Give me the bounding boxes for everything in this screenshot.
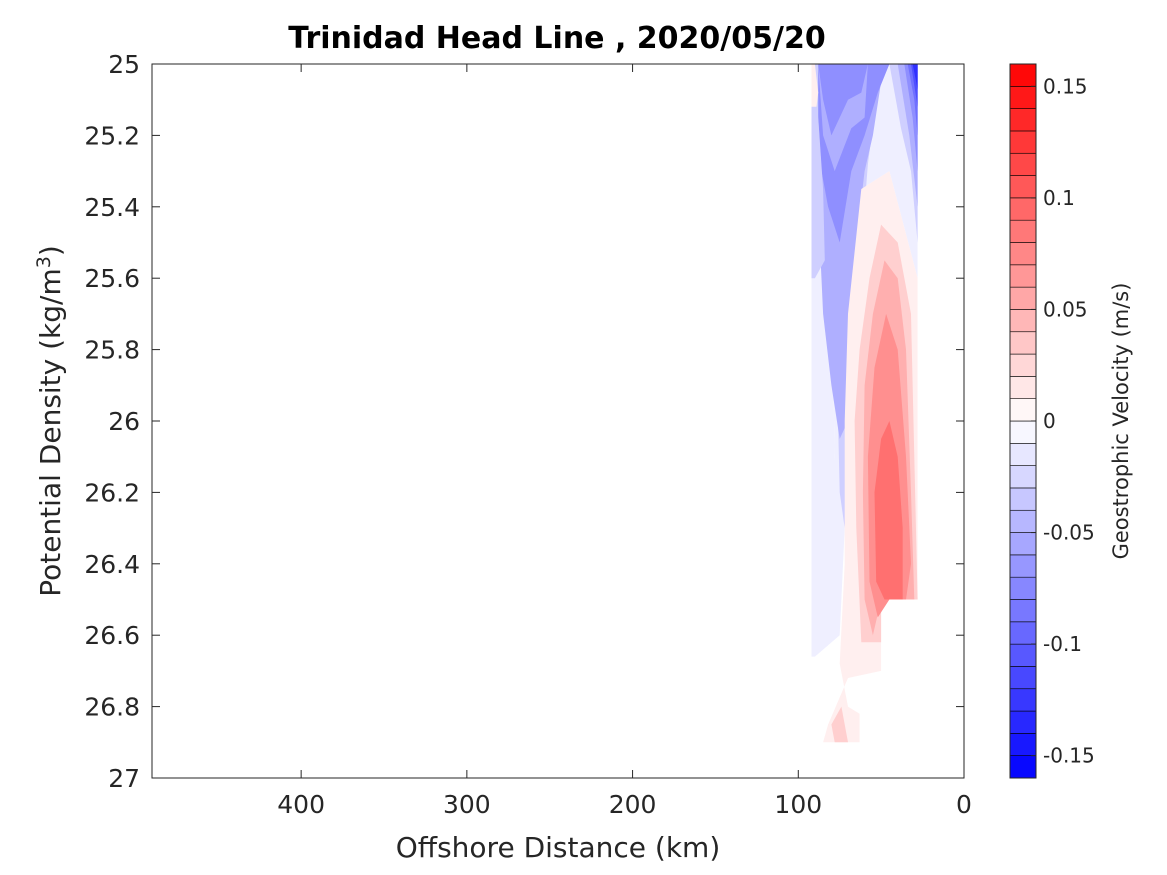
y-tick-label: 25 xyxy=(108,50,140,79)
y-axis-label-main: Potential Density (kg/m xyxy=(34,268,67,597)
y-tick-label: 26 xyxy=(108,407,140,436)
y-tick-label: 27 xyxy=(108,764,140,793)
colorbar-tick-label: -0.15 xyxy=(1043,744,1095,768)
y-tick-label: 25.8 xyxy=(84,336,140,365)
colorbar-label: Geostrophic Velocity (m/s) xyxy=(1109,283,1133,560)
x-axis-label: Offshore Distance (km) xyxy=(396,831,721,864)
colorbar-band xyxy=(1009,576,1037,600)
colorbar-band xyxy=(1009,309,1037,333)
colorbar-tick-label: 0 xyxy=(1043,409,1056,433)
y-tick-label: 26.2 xyxy=(84,478,140,507)
x-tick-label: 0 xyxy=(956,790,972,819)
colorbar-tick-label: 0.15 xyxy=(1043,74,1088,98)
colorbar-band xyxy=(1009,443,1037,466)
colorbar-band xyxy=(1009,420,1037,444)
y-tick-label: 26.4 xyxy=(84,550,140,579)
x-tick-label: 300 xyxy=(443,790,491,819)
colorbar-band xyxy=(1009,733,1037,756)
contour-region-blue-mid-3 xyxy=(818,64,868,136)
y-tick-label: 25.2 xyxy=(84,121,140,150)
colorbar-band xyxy=(1009,86,1037,109)
colorbar-band xyxy=(1009,331,1037,355)
y-tick-label: 26.6 xyxy=(84,621,140,650)
colorbar-band xyxy=(1009,63,1037,87)
x-tick-label: 100 xyxy=(774,790,822,819)
colorbar: 0.15 0.1 0.05 0 -0.05 -0.1 -0.15 xyxy=(1009,63,1095,779)
y-tick-label: 25.4 xyxy=(84,193,140,222)
colorbar-band xyxy=(1009,108,1037,132)
chart-title: Trinidad Head Line , 2020/05/20 xyxy=(288,21,825,56)
colorbar-ticks: 0.15 0.1 0.05 0 -0.05 -0.1 -0.15 xyxy=(1031,74,1095,768)
contour-region-red-corner xyxy=(811,64,819,107)
contour-region-red-bottom-1 xyxy=(831,706,848,743)
x-tick-label: 200 xyxy=(609,790,657,819)
colorbar-band xyxy=(1009,710,1037,734)
colorbar-band xyxy=(1009,353,1037,377)
colorbar-band xyxy=(1009,286,1037,310)
colorbar-tick-label: 0.05 xyxy=(1043,297,1088,321)
x-ticks: 400 300 200 100 0 xyxy=(277,64,972,819)
colorbar-band xyxy=(1009,465,1037,489)
colorbar-tick-label: -0.05 xyxy=(1043,521,1095,545)
colorbar-tick-label: -0.1 xyxy=(1043,632,1082,656)
colorbar-band xyxy=(1009,376,1037,399)
colorbar-band xyxy=(1009,509,1037,533)
colorbar-band xyxy=(1009,755,1037,779)
colorbar-band xyxy=(1009,532,1037,556)
contour-region-blue-coast-6 xyxy=(912,64,918,89)
colorbar-tick-label: 0.1 xyxy=(1043,186,1075,210)
colorbar-band xyxy=(1009,242,1037,266)
colorbar-band xyxy=(1009,666,1037,690)
colorbar-band xyxy=(1009,264,1037,288)
y-ticks: 25 25.2 25.4 25.6 25.8 26 26.2 26.4 26.6 26.8 27 xyxy=(84,50,964,793)
colorbar-band xyxy=(1009,175,1037,199)
colorbar-band xyxy=(1009,219,1037,243)
plot-area: 400 300 200 100 0 25 25.2 25.4 25.6 25.8 26 26.2 26… xyxy=(84,50,972,819)
colorbar-band xyxy=(1009,487,1037,511)
colorbar-band xyxy=(1009,554,1037,578)
colorbar-band xyxy=(1009,152,1037,176)
colorbar-band xyxy=(1009,599,1037,623)
contour-region-blue-west-strip xyxy=(811,64,825,279)
colorbar-band xyxy=(1009,130,1037,154)
colorbar-band xyxy=(1009,197,1037,221)
colorbar-band xyxy=(1009,621,1037,645)
y-tick-label: 26.8 xyxy=(84,693,140,722)
y-tick-label: 25.6 xyxy=(84,264,140,293)
contour-region-red-deep xyxy=(874,421,903,600)
contour-layer xyxy=(811,64,918,743)
colorbar-band xyxy=(1009,643,1037,667)
colorbar-band xyxy=(1009,688,1037,712)
colorbar-band xyxy=(1009,398,1037,422)
y-axis-label-close: ) xyxy=(34,245,67,256)
y-axis-label: Potential Density (kg/m3) xyxy=(33,245,67,597)
y-axis-label-superscript: 3 xyxy=(33,256,55,268)
x-tick-label: 400 xyxy=(277,790,325,819)
